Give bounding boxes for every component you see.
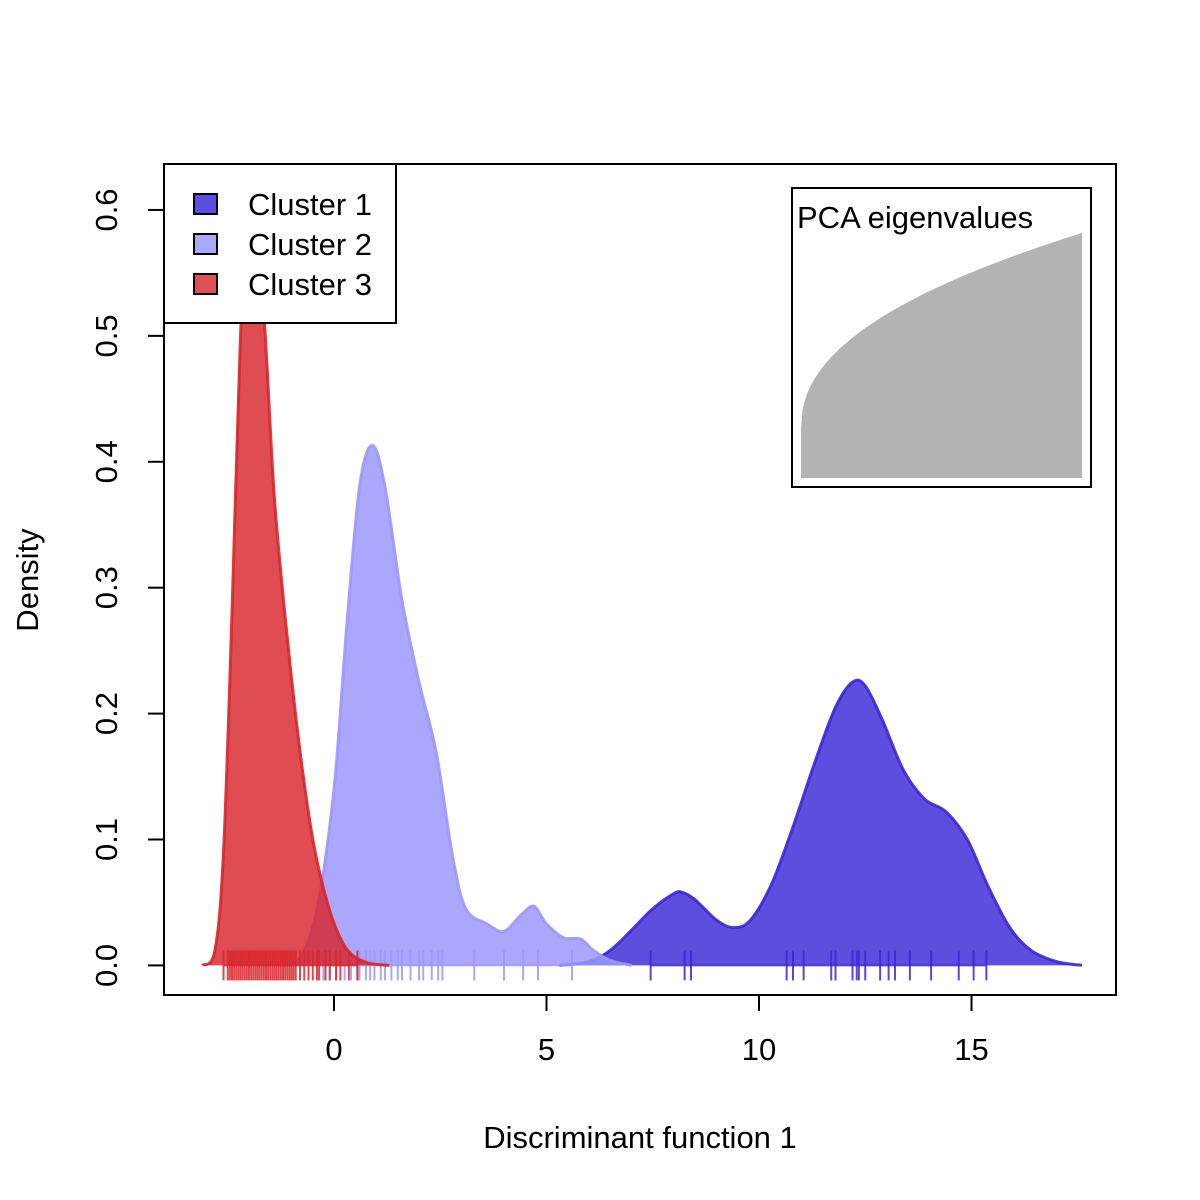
density-line xyxy=(201,193,390,967)
series-3 xyxy=(201,193,390,981)
series-2 xyxy=(282,443,632,981)
density-line xyxy=(559,678,1083,967)
series-1 xyxy=(559,678,1083,981)
x-tick-label: 5 xyxy=(538,1032,555,1067)
y-tick-label: 0.5 xyxy=(89,314,124,357)
y-tick-label: 0.4 xyxy=(89,440,124,483)
density-series-layer xyxy=(201,193,1083,981)
inset-eigenvalue-area xyxy=(801,233,1082,478)
density-area xyxy=(283,445,632,966)
x-tick-label: 0 xyxy=(325,1032,342,1067)
density-line xyxy=(282,443,632,967)
y-tick-label: 0.2 xyxy=(89,692,124,735)
y-tick-label: 0.0 xyxy=(89,944,124,987)
y-tick-label: 0.3 xyxy=(89,566,124,609)
x-tick-label: 10 xyxy=(742,1032,776,1067)
x-tick-label: 15 xyxy=(954,1032,988,1067)
y-tick-label: 0.1 xyxy=(89,818,124,861)
y-tick-label: 0.6 xyxy=(89,188,124,231)
legend-swatch xyxy=(193,273,218,295)
density-area xyxy=(202,194,390,966)
legend-label: Cluster 2 xyxy=(248,227,372,262)
inset-title: PCA eigenvalues xyxy=(797,200,1033,235)
density-area xyxy=(559,680,1082,966)
plot-frame xyxy=(163,163,1117,996)
legend-label: Cluster 1 xyxy=(248,187,372,222)
axes: 0 5 10 15 0.0 0.1 0.2 0.3 0.4 0.5 0.6 xyxy=(89,188,989,1067)
legend: Cluster 1 Cluster 2 Cluster 3 xyxy=(163,163,397,324)
legend-swatch xyxy=(193,233,218,255)
y-axis-label: Density xyxy=(10,528,45,632)
pca-eigenvalues-inset: PCA eigenvalues xyxy=(791,187,1092,488)
legend-swatch xyxy=(193,193,218,215)
x-axis-label: Discriminant function 1 xyxy=(483,1120,797,1155)
legend-label: Cluster 3 xyxy=(248,267,372,302)
